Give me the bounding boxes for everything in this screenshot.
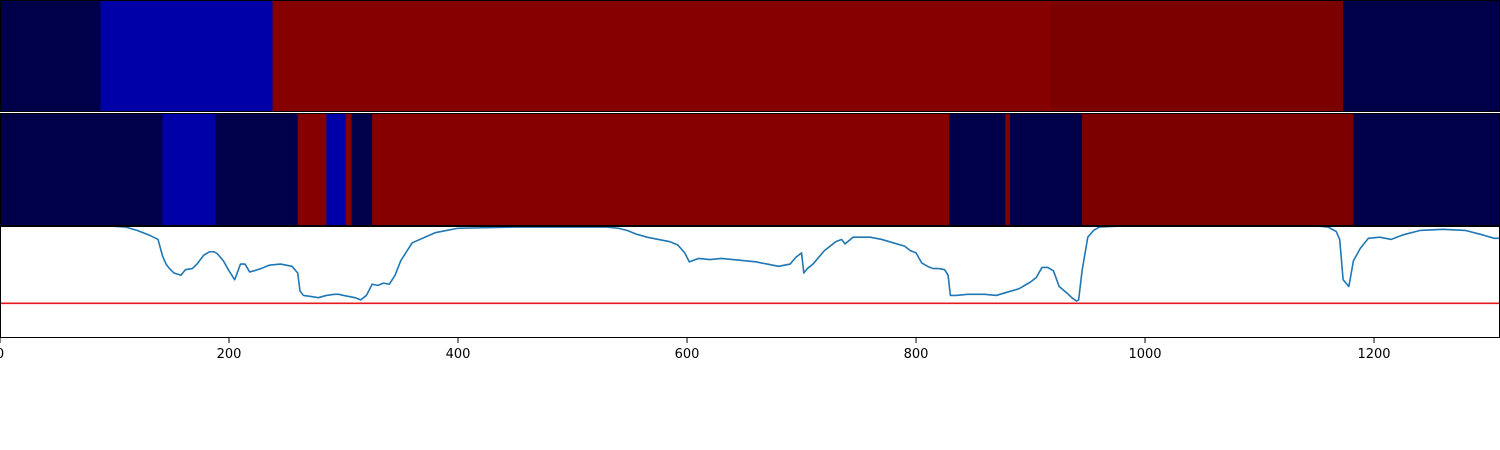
heatmap-segment-1-1 <box>162 113 216 226</box>
heatmap-segment-1-11 <box>1082 113 1354 226</box>
heatmap-segment-0-3 <box>1051 0 1344 112</box>
heatmap-segment-1-7 <box>372 113 950 226</box>
x-tick-label-800: 800 <box>904 347 929 362</box>
heatmap-segment-0-1 <box>100 0 274 112</box>
heatmap-segment-0-2 <box>272 0 1052 112</box>
heatmap-segment-1-0 <box>0 113 164 226</box>
x-tick-label-1200: 1200 <box>1357 347 1390 362</box>
x-tick-label-0: 0 <box>0 347 4 362</box>
panel-frame-2 <box>0 226 1500 338</box>
heatmap-segment-1-10 <box>1009 113 1083 226</box>
heatmap-segment-1-2 <box>215 113 299 226</box>
x-axis: 0 200 400 600 800 1000 1200 <box>0 338 1391 362</box>
x-tick-label-1000: 1000 <box>1128 347 1161 362</box>
heatmap-segment-0-0 <box>0 0 102 112</box>
heatmap-segment-1-9 <box>1005 113 1011 226</box>
heatmap-segment-1-12 <box>1353 113 1500 226</box>
heatmap-segment-1-4 <box>326 113 347 226</box>
heatmap-strip-middle <box>0 113 1500 226</box>
x-tick-label-600: 600 <box>675 347 700 362</box>
heatmap-strip-top <box>0 0 1500 112</box>
series-line-0 <box>0 225 1500 302</box>
x-tick-label-200: 200 <box>217 347 242 362</box>
heatmap-segment-0-4 <box>1343 0 1500 112</box>
heatmap-segment-1-5 <box>345 113 353 226</box>
heatmap-segment-1-6 <box>351 113 373 226</box>
x-tick-label-400: 400 <box>446 347 471 362</box>
heatmap-segment-1-8 <box>949 113 1006 226</box>
heatmap-segment-1-3 <box>297 113 327 226</box>
